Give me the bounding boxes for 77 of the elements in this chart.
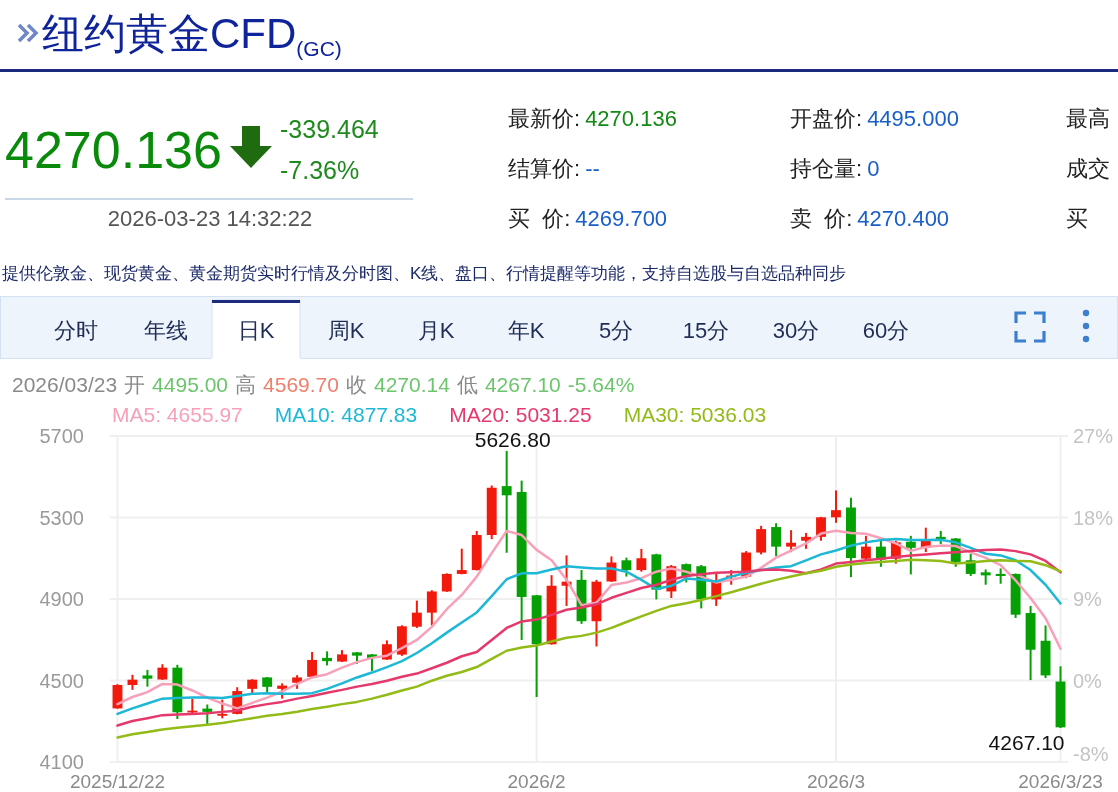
annotation: 5626.80 xyxy=(474,427,551,451)
text: -5.64% xyxy=(567,372,635,396)
text: 4569.70 xyxy=(263,372,339,396)
candlestick xyxy=(202,703,213,725)
y-tick-label: 5700 xyxy=(39,425,84,447)
text: MA10: 4877.83 xyxy=(274,402,418,426)
candlestick xyxy=(756,524,767,556)
text: 买 xyxy=(1066,205,1088,231)
y2-tick-label: -8% xyxy=(1073,742,1109,765)
text: 4495.00 xyxy=(152,372,229,396)
x-tick-label: 2025/12/22 xyxy=(69,770,166,792)
text: 开 xyxy=(124,372,146,396)
text: 4270.14 xyxy=(373,372,451,396)
y-tick-label: 5300 xyxy=(39,506,84,529)
text: 0 xyxy=(867,155,880,181)
text: 4269.700 xyxy=(575,205,668,231)
text: 结算价: xyxy=(508,155,581,181)
candlestick xyxy=(426,589,437,627)
text: -339.464 xyxy=(280,115,379,143)
text: 5分 xyxy=(598,317,634,343)
y-tick-label: 4500 xyxy=(39,669,84,692)
text: MA20: 5031.25 xyxy=(449,402,592,426)
candlestick xyxy=(905,534,916,576)
text: 4270.136 xyxy=(585,105,677,131)
text: 提供伦敦金、现货黄金、黄金期货实时行情及分时图、K线、盘口、行情提醒等功能，支持自选股与自选品种同步 xyxy=(2,263,847,283)
text: 高 xyxy=(235,372,257,396)
candlestick xyxy=(771,522,782,558)
x-tick-label: 2026/3/23 xyxy=(1018,770,1103,792)
text: MA5: 4655.97 xyxy=(112,402,243,426)
y2-tick-label: 0% xyxy=(1073,669,1103,692)
y-tick-label: 4900 xyxy=(39,588,84,610)
text: 60分 xyxy=(862,317,910,343)
text: 最新价: xyxy=(508,105,581,131)
text: -- xyxy=(585,155,600,181)
text: 持仓量: xyxy=(790,155,863,181)
text: 低 xyxy=(456,372,478,396)
text: 开盘价: xyxy=(790,105,863,131)
text: 分时 xyxy=(54,317,98,343)
candlestick xyxy=(860,534,871,562)
text: 卖 价: xyxy=(790,205,853,231)
x-tick-label: 2026/3 xyxy=(806,770,866,792)
candlestick xyxy=(501,449,512,554)
text: 日K xyxy=(237,317,275,343)
text: 最高 xyxy=(1066,105,1110,131)
annotation: 4267.10 xyxy=(988,730,1065,754)
candlestick xyxy=(456,547,467,576)
candlestick xyxy=(995,567,1006,585)
text: 2026-03-23 14:32:22 xyxy=(107,205,313,231)
y2-tick-label: 27% xyxy=(1073,425,1114,447)
text: MA30: 5036.03 xyxy=(623,402,767,426)
text: 成交 xyxy=(1066,155,1110,181)
candlestick xyxy=(441,572,452,593)
y2-tick-label: 9% xyxy=(1073,588,1103,610)
candlestick xyxy=(831,489,841,524)
candlestick xyxy=(636,547,647,573)
candlestick xyxy=(307,650,318,679)
candlestick xyxy=(621,556,632,578)
text: -7.36% xyxy=(280,156,360,184)
text: 30分 xyxy=(772,317,820,343)
text: 月K xyxy=(417,317,455,343)
text: 年K xyxy=(507,317,545,343)
text: 买 价: xyxy=(508,205,571,231)
y-tick-label: 4100 xyxy=(39,751,84,773)
y2-tick-label: 18% xyxy=(1073,506,1114,529)
text: 收 xyxy=(345,372,367,396)
text: 年线 xyxy=(144,317,188,343)
text: 4495.000 xyxy=(867,105,959,131)
text: 4270.136 xyxy=(5,121,222,179)
candlestick xyxy=(411,599,422,629)
text: 4267.10 xyxy=(484,372,561,396)
x-tick-label: 2026/2 xyxy=(507,770,566,792)
text: 15分 xyxy=(682,317,730,343)
chart-title: 纽约黄金CFD$_{(GC)}$ xyxy=(42,9,342,61)
text: 2026/03/23 xyxy=(12,372,118,396)
text: 周K xyxy=(327,317,365,343)
candlestick xyxy=(217,698,228,720)
text: 4270.400 xyxy=(857,205,950,231)
